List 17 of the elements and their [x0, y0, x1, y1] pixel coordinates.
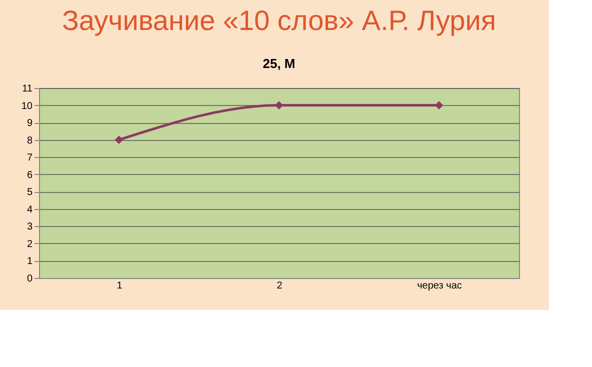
y-tick-label: 0: [26, 274, 33, 284]
y-tick-label: 2: [26, 238, 33, 250]
chart-title: Заучивание «10 слов» А.Р. Лурия: [62, 5, 496, 36]
y-tick-label: 3: [26, 222, 33, 233]
y-tick-label: 4: [26, 204, 33, 216]
y-tick-label: 11: [22, 84, 33, 94]
y-tick-label: 5: [26, 187, 33, 198]
chart-subtitle: 25, М: [262, 56, 296, 71]
y-tick-label: 7: [26, 152, 33, 164]
y-tick-label: 6: [26, 170, 33, 181]
y-tick-label: 1: [26, 256, 33, 268]
x-tick-label: 2: [276, 280, 283, 292]
x-tick-label: 1: [116, 280, 123, 292]
y-tick-label: 10: [21, 100, 33, 112]
y-tick-label: 9: [26, 118, 33, 130]
x-tick-label: через час: [417, 280, 462, 292]
y-tick-label: 8: [26, 135, 33, 146]
